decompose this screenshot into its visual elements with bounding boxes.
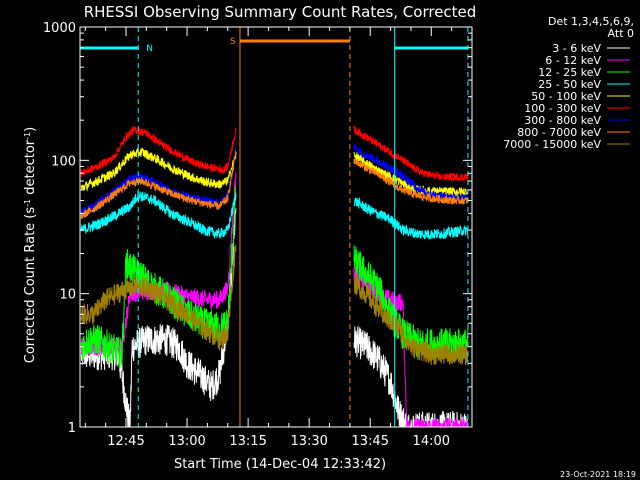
legend-label-0: 3 - 6 keV [552, 42, 601, 55]
series-line-0 [80, 208, 469, 429]
ylabel-main: Corrected Count Rate (s [23, 207, 38, 364]
y-tick-label-1: 10 [59, 288, 76, 303]
series-group [80, 125, 469, 429]
legend-label-8: 7000 - 15000 keV [503, 138, 601, 151]
ylabel-sup2: -1 [23, 132, 32, 140]
y-tick-label-3: 1000 [43, 21, 76, 36]
svg-text:Corrected Count Rate (s-1 dete: Corrected Count Rate (s-1 detector-1) [23, 127, 39, 363]
y-tick-label-2: 100 [51, 154, 76, 169]
flag-label-1: S [230, 37, 236, 47]
ylabel-mid: detector [23, 139, 38, 199]
flag-label-0: N [146, 44, 153, 54]
x-tick-label-4: 13:45 [352, 434, 389, 449]
legend-label-3: 25 - 50 keV [538, 78, 601, 91]
x-tick-label-1: 13:00 [168, 434, 205, 449]
series-line-1 [80, 172, 469, 429]
legend-label-4: 50 - 100 keV [531, 90, 601, 103]
chart-title: RHESSI Observing Summary Count Rates, Co… [84, 3, 477, 21]
legend-header-1: Att 0 [608, 27, 634, 40]
markers-group [137, 27, 469, 427]
series-line-7 [80, 150, 469, 220]
series-line-3 [80, 190, 469, 240]
y-axis-label: Corrected Count Rate (s-1 detector-1) [23, 127, 39, 363]
x-tick-label-2: 13:15 [229, 434, 266, 449]
plot-frame [79, 26, 473, 428]
flags-group: NS [80, 37, 468, 54]
legend-label-6: 300 - 800 keV [524, 114, 601, 127]
legend-label-1: 6 - 12 keV [545, 54, 601, 67]
series-line-2 [80, 186, 469, 369]
ylabel-end: ) [23, 127, 38, 132]
legend-label-7: 800 - 7000 keV [517, 126, 601, 139]
legend-header-0: Det 1,3,4,5,6,9, [548, 15, 634, 28]
y-tick-label-0: 1 [68, 421, 76, 436]
x-tick-label-0: 12:45 [107, 434, 144, 449]
series-line-5 [80, 125, 469, 183]
series-line-6 [80, 143, 469, 218]
x-tick-label-3: 13:30 [290, 434, 327, 449]
legend-label-5: 100 - 300 keV [524, 102, 601, 115]
legend-label-2: 12 - 25 keV [538, 66, 601, 79]
axes-group: 1 10 100 1000 12:45 13:00 13:15 13:30 13:45 14:00 [43, 21, 473, 449]
x-tick-label-5: 14:00 [413, 434, 450, 449]
footer-date: 23-Oct-2021 18:19 [560, 470, 636, 479]
ylabel-sup1: -1 [23, 199, 32, 207]
x-axis-label: Start Time (14-Dec-04 12:33:42) [174, 457, 386, 472]
series-line-8 [80, 244, 469, 366]
